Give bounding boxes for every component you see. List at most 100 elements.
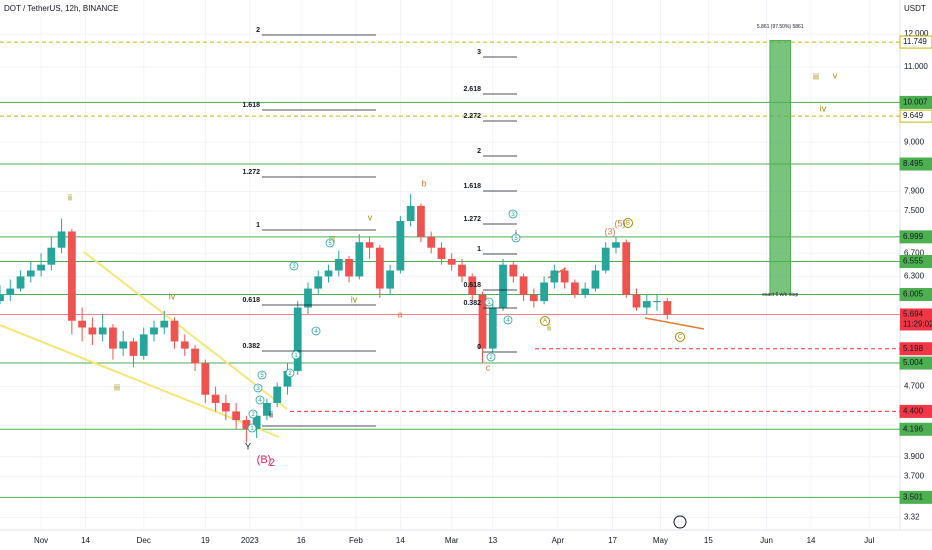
count-circle bbox=[291, 350, 301, 360]
candle-body bbox=[26, 270, 35, 277]
candle-body bbox=[560, 270, 569, 283]
candle-body bbox=[78, 320, 87, 328]
count-circle bbox=[257, 370, 267, 380]
count-circle bbox=[508, 209, 518, 219]
candle-body bbox=[478, 294, 487, 349]
candle-body bbox=[6, 288, 15, 295]
candle-body bbox=[355, 242, 364, 277]
wave-label: iii bbox=[114, 382, 120, 392]
x-tick-label: 16 bbox=[297, 536, 306, 545]
level-label: 5.198 bbox=[903, 344, 924, 353]
candle-body bbox=[642, 301, 651, 308]
candle-body bbox=[47, 247, 56, 265]
count-circle bbox=[255, 395, 265, 405]
y-tick-label: 3.700 bbox=[904, 472, 925, 481]
candle-body bbox=[468, 276, 477, 295]
candle-body bbox=[304, 288, 312, 308]
level-badge bbox=[899, 490, 932, 504]
level-label: 4.196 bbox=[903, 424, 924, 433]
y-tick-label: 6.300 bbox=[904, 272, 925, 281]
wave-label: b bbox=[421, 178, 426, 188]
position-note: exact 6 w/o stop bbox=[762, 292, 798, 298]
last-price-label: 5.694 bbox=[903, 310, 924, 319]
count-circle bbox=[248, 409, 258, 419]
candle-body bbox=[365, 242, 374, 248]
x-tick-label: 2023 bbox=[241, 536, 259, 545]
y-tick-label: 3.32 bbox=[904, 512, 920, 521]
candle-body bbox=[663, 301, 672, 315]
candle-body bbox=[0, 294, 4, 302]
x-tick-label: 14 bbox=[81, 536, 90, 545]
wave-label: c bbox=[486, 362, 491, 372]
level-badge bbox=[899, 35, 932, 49]
candle-body bbox=[129, 341, 138, 356]
fib-label: 0.618 bbox=[463, 282, 481, 289]
candle-body bbox=[488, 307, 497, 349]
candle-body bbox=[571, 282, 579, 295]
fib-label: 1 bbox=[256, 222, 260, 229]
wave-label: i bbox=[515, 228, 517, 238]
level-label: 5.004 bbox=[903, 358, 924, 367]
candle-body bbox=[211, 394, 220, 403]
x-tick-label: Jun bbox=[760, 536, 773, 545]
fib-label: 1.272 bbox=[463, 216, 481, 223]
level-badge bbox=[899, 230, 932, 244]
wave-label: A bbox=[543, 319, 547, 325]
count-label: 5 bbox=[260, 373, 264, 379]
count-label: 1 bbox=[250, 426, 254, 432]
candle-body bbox=[88, 327, 97, 335]
candle-body bbox=[334, 258, 343, 271]
candle-body bbox=[170, 320, 179, 342]
wave-circle bbox=[623, 218, 633, 228]
y-tick-label: 11.000 bbox=[904, 62, 928, 71]
candle-body bbox=[180, 341, 189, 349]
candle-body bbox=[653, 301, 661, 303]
y-tick-label: 12.000 bbox=[904, 29, 929, 38]
candle-body bbox=[499, 264, 507, 308]
count-circle bbox=[486, 352, 496, 362]
candles bbox=[0, 193, 672, 443]
x-tick-label: Dec bbox=[137, 536, 151, 545]
wave-label: C bbox=[678, 335, 683, 341]
level-badge bbox=[899, 404, 932, 418]
level-label: 4.400 bbox=[903, 407, 924, 416]
x-tick-label: Jul bbox=[864, 536, 874, 545]
candle-body bbox=[581, 288, 590, 295]
count-label: 2 bbox=[489, 355, 493, 361]
candle-body bbox=[529, 294, 538, 302]
count-label: 4 bbox=[314, 329, 318, 335]
candle-body bbox=[427, 236, 436, 248]
count-label: 5 bbox=[328, 241, 332, 247]
candle-body bbox=[150, 327, 158, 335]
wave-label: a bbox=[397, 309, 402, 319]
wave-circle bbox=[540, 316, 550, 326]
level-label: 6.999 bbox=[903, 232, 924, 241]
count-label: 4 bbox=[506, 318, 510, 324]
candle-body bbox=[283, 370, 292, 387]
x-tick-label: 15 bbox=[704, 536, 713, 545]
candle-body bbox=[109, 327, 117, 349]
fib-label: 2 bbox=[256, 27, 260, 34]
candle-body bbox=[119, 341, 128, 349]
candle-body bbox=[519, 276, 528, 295]
trendline bbox=[83, 251, 288, 410]
fib-label: 2.272 bbox=[463, 113, 481, 120]
level-label: 10.007 bbox=[903, 98, 928, 107]
fib-label: 2 bbox=[477, 148, 481, 155]
replay-icon[interactable] bbox=[673, 515, 687, 529]
candle-body bbox=[221, 402, 230, 412]
candle-body bbox=[139, 334, 148, 356]
count-circle bbox=[285, 368, 295, 378]
candle-body bbox=[386, 270, 394, 289]
wave-circle bbox=[675, 332, 685, 342]
count-circle bbox=[289, 261, 299, 271]
x-tick-label: Apr bbox=[552, 536, 565, 545]
annotations: 5.861 (97.50%) 5861 exact 6 w/o stop 2 1.61… bbox=[68, 24, 838, 469]
wave-label: iv bbox=[351, 294, 358, 304]
fib-label: 1.618 bbox=[463, 183, 481, 190]
fib-label: 1.272 bbox=[242, 169, 260, 176]
count-label: 2 bbox=[288, 371, 292, 377]
x-tick-label: May bbox=[653, 536, 668, 545]
wave-label: v bbox=[368, 212, 373, 222]
candle-body bbox=[160, 320, 169, 328]
